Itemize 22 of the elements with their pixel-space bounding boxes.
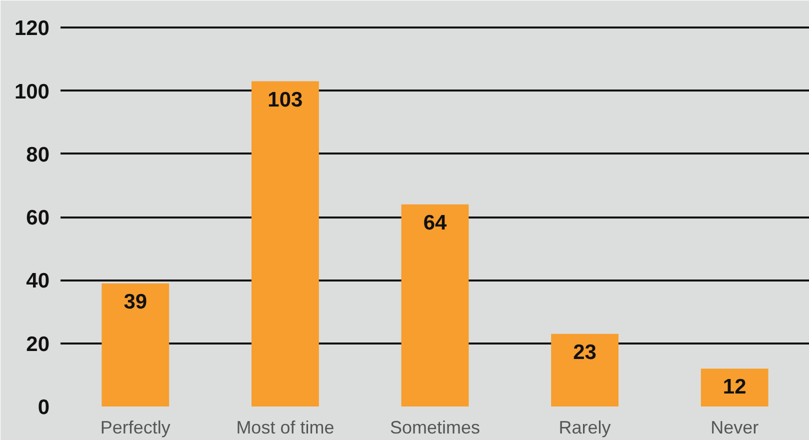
y-tick-label: 60 (26, 206, 50, 230)
y-tick-label: 20 (26, 332, 50, 356)
data-label: 103 (268, 88, 303, 112)
x-tick-label: Never (710, 418, 759, 438)
x-tick-label: Most of time (236, 418, 334, 438)
data-label: 39 (124, 290, 148, 314)
y-tick-label: 80 (26, 143, 50, 166)
data-label: 23 (573, 340, 596, 364)
bar (551, 334, 619, 406)
data-label: 64 (423, 211, 447, 234)
y-tick-label: 40 (26, 270, 50, 293)
bar (251, 81, 319, 406)
y-tick-label: 0 (38, 396, 50, 419)
x-tick-label: Sometimes (390, 418, 480, 438)
y-tick-label: 120 (14, 17, 50, 40)
bar (401, 204, 469, 406)
bar (700, 368, 768, 406)
y-tick-label: 100 (14, 80, 50, 104)
data-label: 12 (722, 376, 746, 399)
x-tick-label: Rarely (558, 418, 611, 438)
x-tick-label: Perfectly (100, 418, 170, 438)
bar (102, 283, 170, 406)
